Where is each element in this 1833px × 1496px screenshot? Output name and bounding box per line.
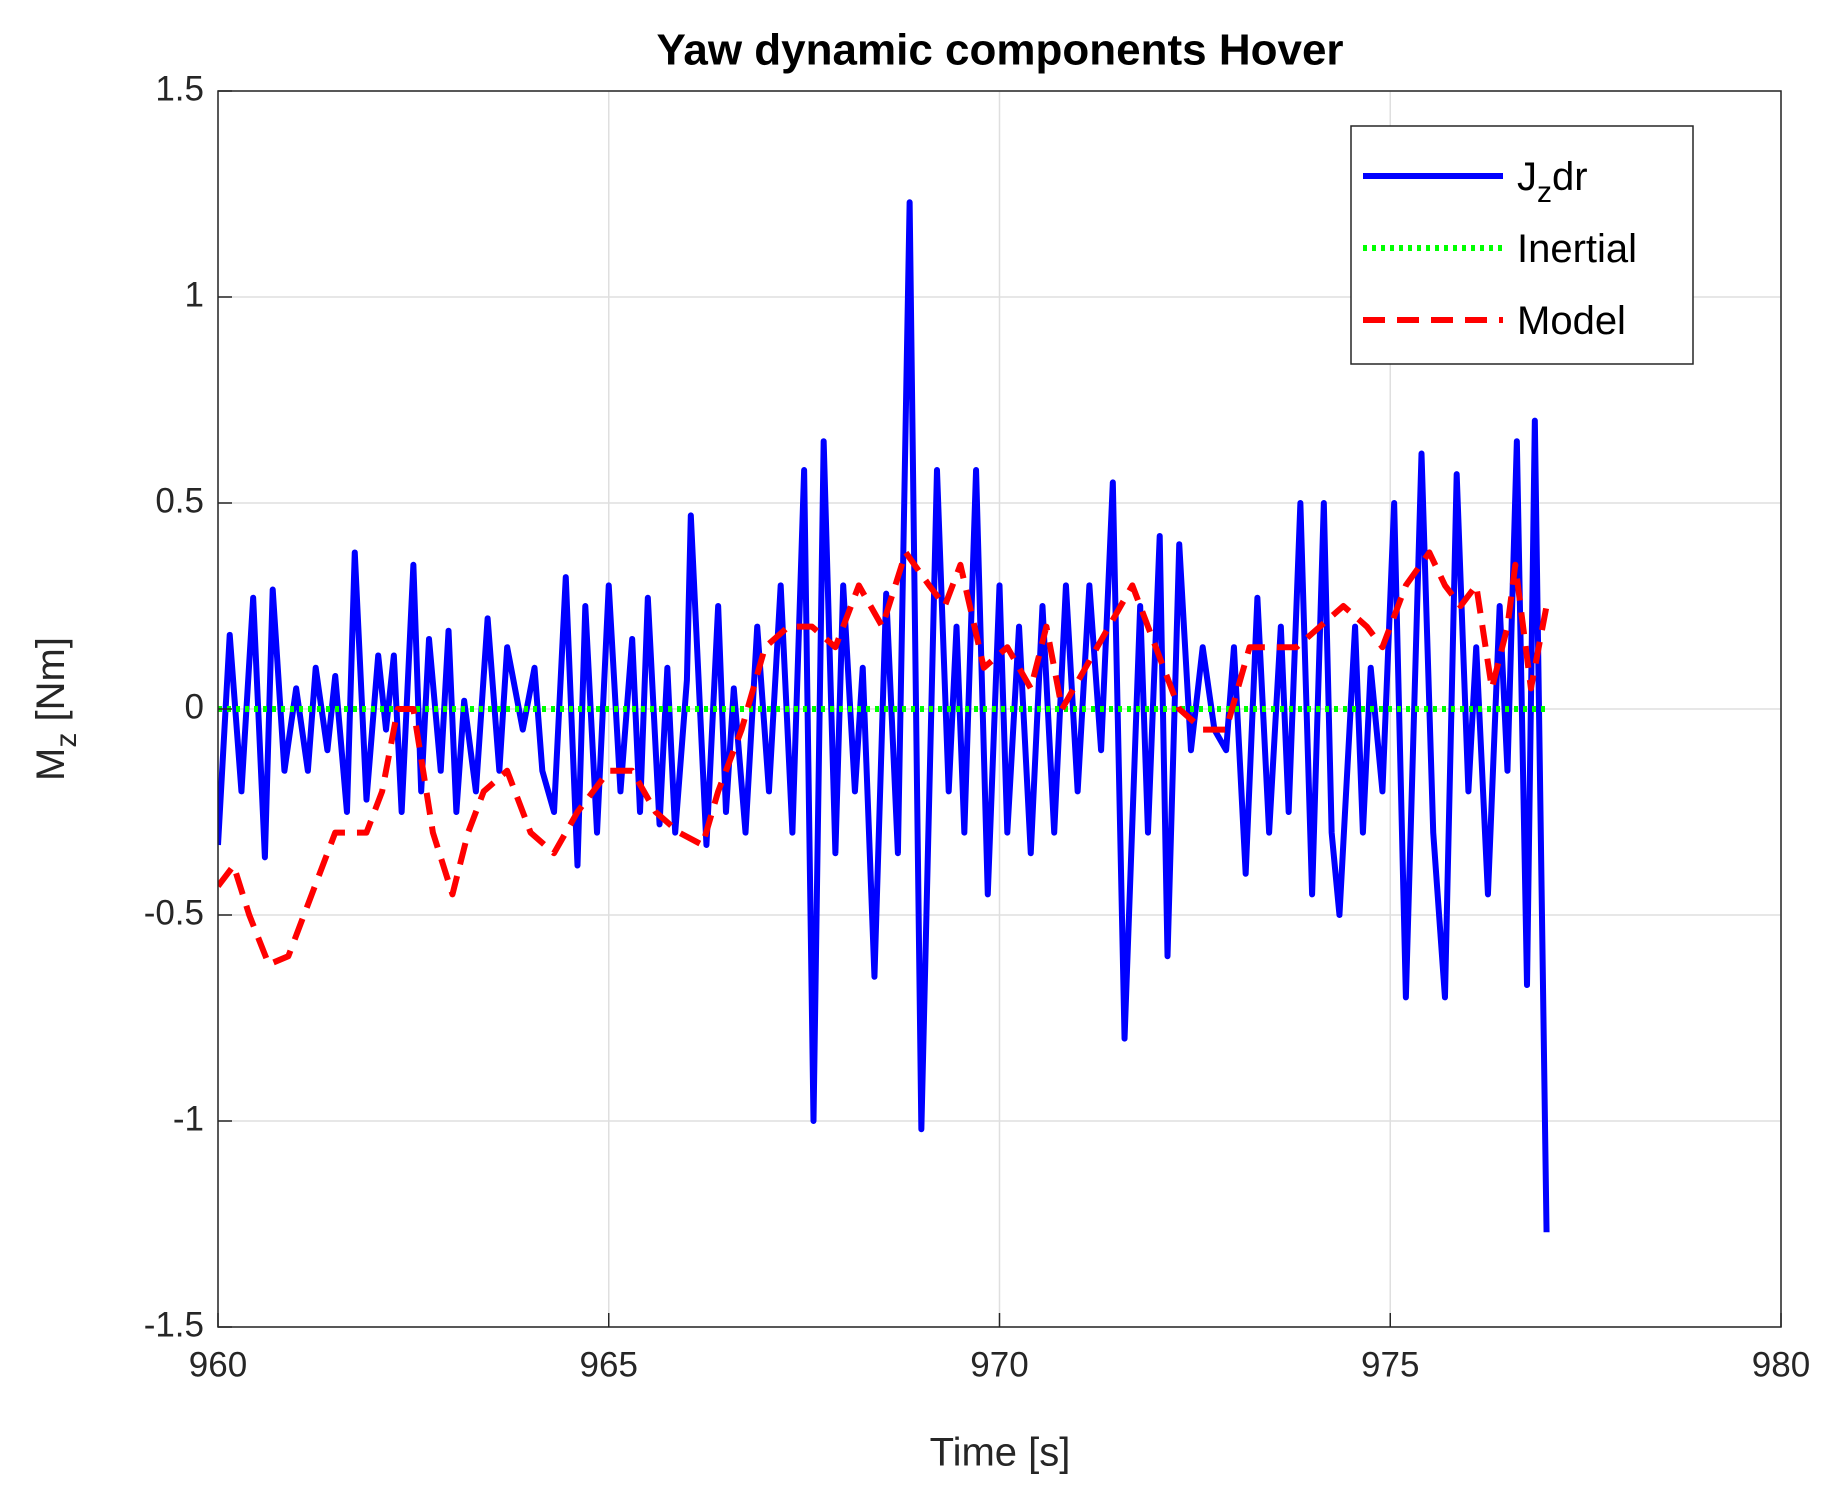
legend-label: Jzdr	[1517, 155, 1588, 209]
x-tick-label: 965	[580, 1345, 638, 1384]
y-tick-label: 1.5	[155, 69, 204, 108]
legend-label: Inertial	[1517, 227, 1637, 271]
legend-label: Model	[1517, 299, 1626, 343]
label-subscript: z	[50, 733, 83, 748]
y-tick-label: 0.5	[155, 481, 204, 520]
label-main: M	[29, 748, 73, 781]
x-tick-label: 975	[1361, 1345, 1419, 1384]
label-rest: [Nm]	[29, 637, 73, 733]
y-tick-label: -1	[173, 1099, 204, 1138]
chart-title: Yaw dynamic components Hover	[656, 26, 1343, 75]
y-tick-label: -1.5	[144, 1305, 204, 1344]
y-tick-label: 1	[185, 275, 204, 314]
plot-lines	[218, 199, 1550, 1233]
legend: Jzdr Inertial Model	[1350, 125, 1694, 365]
x-tick-label: 970	[970, 1345, 1028, 1384]
series-line	[218, 199, 1550, 1233]
label-subscript: z	[1537, 176, 1552, 209]
y-tick-label: -0.5	[144, 893, 204, 932]
ticks: 960 965 970 975 980 -1.5 -1 -0.5 0 0.5 1 1.5	[144, 69, 1811, 1384]
series-line	[218, 549, 1550, 968]
x-tick-label: 960	[189, 1345, 247, 1384]
label-main: J	[1517, 155, 1537, 199]
y-tick-label: 0	[185, 687, 204, 726]
x-axis-label: Time [s]	[930, 1431, 1071, 1475]
y-axis-label: Mz [Nm]	[29, 637, 83, 781]
label-rest: dr	[1552, 155, 1588, 199]
x-tick-label: 980	[1752, 1345, 1810, 1384]
